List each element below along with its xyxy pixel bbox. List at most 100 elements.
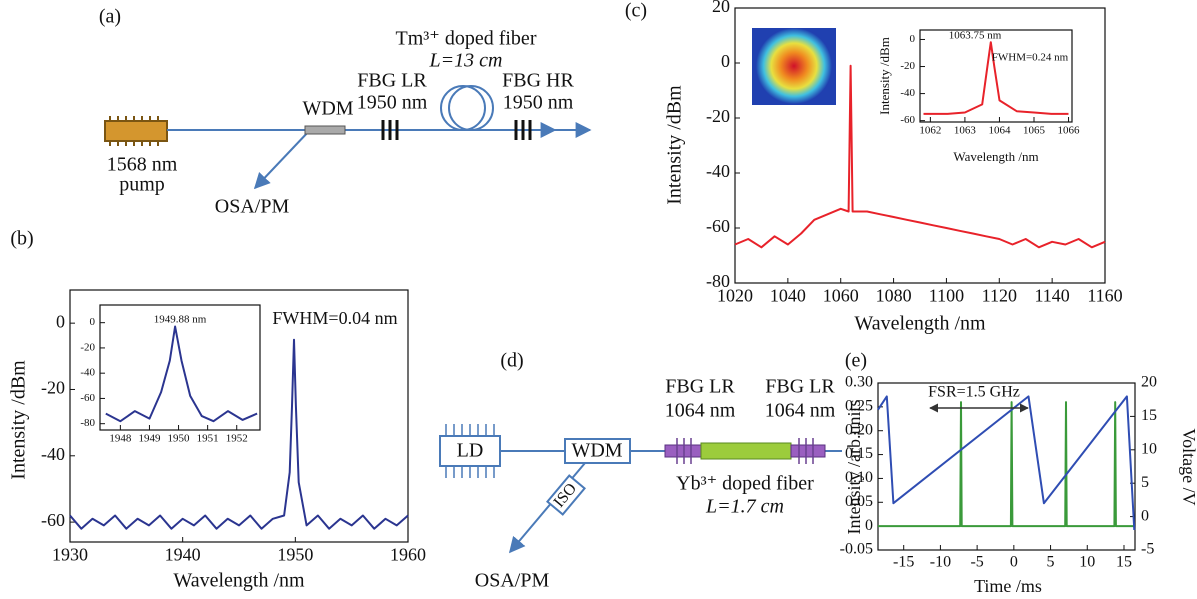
annotation: FWHM=0.04 nm	[272, 308, 397, 328]
x-axis-label: Wavelength /nm	[953, 149, 1038, 164]
x-tick-label: 1065	[1023, 124, 1046, 136]
x-tick-label: 1140	[1034, 286, 1069, 306]
y-tick-label: 0	[865, 517, 873, 534]
x-tick-label: 1020	[717, 286, 753, 306]
charts: 1930 1940 1950 1960 -60 -40 -20 0 Wavelength /nm…	[8, 0, 1197, 596]
x-tick-label: 15	[1116, 553, 1132, 570]
wdm-box	[564, 438, 631, 464]
label: L=13 cm	[429, 50, 503, 72]
y-tick-label: -40	[80, 367, 95, 379]
x-tick-label: 1120	[982, 286, 1017, 306]
x-tick-label: 1100	[929, 286, 964, 306]
annotation: FWHM=0.24 nm	[992, 52, 1069, 64]
x-tick-label: 1063	[954, 124, 977, 136]
y-tick-label: -20	[41, 378, 65, 398]
data-line	[734, 64, 1106, 249]
label: WDM	[302, 98, 353, 120]
iso-box	[546, 474, 586, 516]
beam-profile	[752, 28, 836, 105]
x-tick-label: -15	[893, 553, 914, 570]
y-tick-label: 0	[721, 51, 730, 71]
x-tick-label: -10	[930, 553, 951, 570]
label: 1568 nm	[107, 154, 178, 176]
label: 1950 nm	[357, 92, 428, 114]
data-line	[923, 41, 1069, 115]
x-tick-label: 1948	[109, 432, 132, 444]
x-axis-label: Wavelength /nm	[854, 313, 986, 335]
diagram-d	[439, 424, 842, 554]
y-tick-label: -40	[900, 87, 915, 99]
y-tick-label: -60	[900, 114, 915, 126]
y-tick-label: 0.10	[845, 469, 873, 486]
y-tick-label: 0.05	[845, 493, 873, 510]
x-tick-label: 1930	[52, 545, 88, 565]
y-tick-label: -20	[900, 60, 915, 72]
x-tick-label: 1940	[165, 545, 201, 565]
x-axis-label: Time /ms	[974, 576, 1042, 596]
y-tick-label: 0	[90, 316, 96, 328]
label: 1064 nm	[765, 400, 836, 422]
y-tick-label: 0.30	[845, 374, 873, 391]
y-tick-label: -40	[706, 161, 730, 181]
y-tick-label: -60	[41, 510, 65, 530]
x-tick-label: 1064	[988, 124, 1011, 136]
plot-frame	[919, 29, 1073, 123]
y-tick-label: 0.15	[845, 445, 873, 462]
fbg	[381, 120, 532, 140]
x-tick-label: 1062	[919, 124, 941, 136]
branch	[508, 462, 586, 554]
label: FBG LR	[665, 376, 735, 398]
data-line	[877, 395, 1136, 531]
panel-label: (d)	[500, 350, 523, 372]
label: LD	[457, 440, 484, 462]
panel-label: (b)	[10, 228, 33, 250]
x-tick-label: 1952	[226, 432, 248, 444]
x-tick-label: 1060	[823, 286, 859, 306]
data-line	[878, 401, 1135, 528]
label: FBG HR	[502, 70, 574, 92]
y-tick-label: 0	[910, 33, 916, 45]
panel-label: (a)	[99, 6, 121, 28]
label: L=1.7 cm	[705, 496, 784, 518]
fbg-grating	[676, 438, 814, 464]
panel-label: (e)	[845, 350, 867, 372]
x-tick-label: 1960	[390, 545, 426, 565]
fbg	[664, 444, 702, 458]
x-tick-label: 1951	[197, 432, 219, 444]
y-tick-label: 0.20	[845, 421, 873, 438]
annotation: 1063.75 nm	[949, 30, 1002, 42]
y-axis-label: Intensity /dBm	[8, 360, 30, 480]
x-tick-label: 1066	[1058, 124, 1081, 136]
y-tick-label: -0.05	[840, 541, 873, 558]
x-tick-label: 1040	[770, 286, 806, 306]
label: Yb³⁺ doped fiber	[676, 473, 814, 495]
label: OSA/PM	[475, 570, 550, 592]
y-tick-label: 0	[56, 311, 65, 331]
y-tick-label: -20	[80, 341, 95, 353]
plot-frame	[99, 304, 261, 431]
pump-module	[104, 120, 168, 142]
branch	[253, 129, 311, 190]
label: WDM	[571, 440, 622, 462]
annotation: FSR=1.5 GHz	[928, 384, 1020, 401]
label: 1950 nm	[503, 92, 574, 114]
y-tick-label: 20	[712, 0, 730, 16]
label: OSA/PM	[215, 196, 290, 218]
x-tick-label: 1080	[876, 286, 912, 306]
diagram-a	[104, 85, 592, 190]
y2-tick-label: 20	[1141, 374, 1157, 391]
x-tick-label: 0	[1010, 553, 1018, 570]
y-tick-label: -40	[41, 444, 65, 464]
label: pump	[119, 174, 165, 196]
y-tick-label: -80	[80, 417, 95, 429]
y-tick-label: -80	[706, 271, 730, 291]
x-tick-label: 5	[1047, 553, 1055, 570]
y2-tick-label: 5	[1141, 474, 1149, 491]
fbg	[790, 444, 826, 458]
y2-tick-label: -5	[1141, 541, 1154, 558]
data-line	[105, 325, 258, 423]
y-tick-label: -60	[80, 392, 95, 404]
ld-pins	[445, 424, 495, 478]
y-axis-label: Intensity /dBm	[664, 85, 686, 205]
